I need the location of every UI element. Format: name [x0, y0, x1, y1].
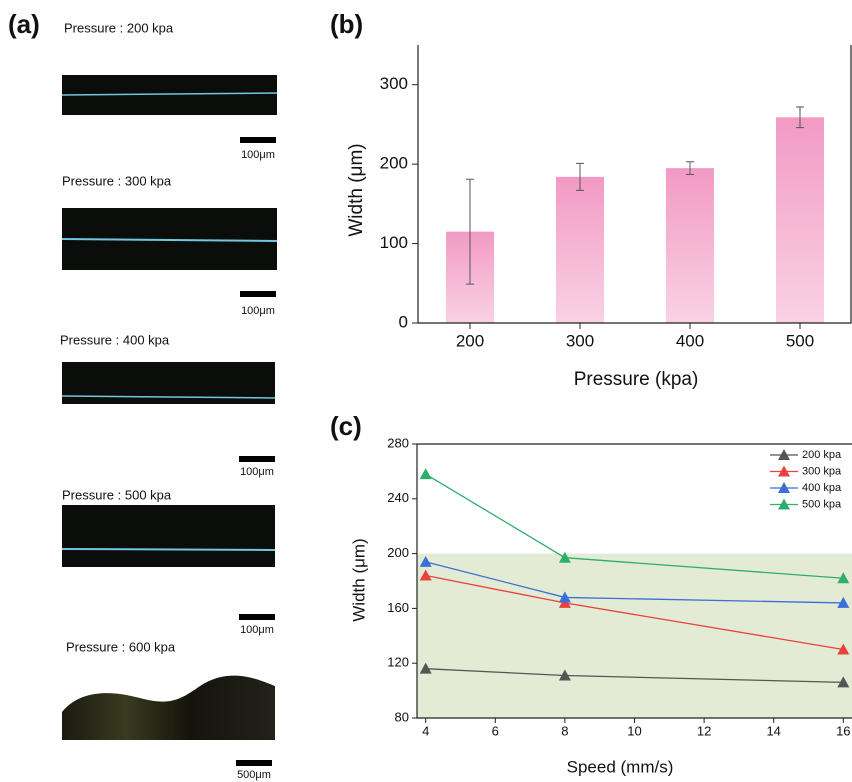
caption: Pressure : 600 kpa — [66, 639, 176, 654]
micrograph: Pressure : 500 kpa 100μm — [61, 487, 276, 636]
y-axis-label: Width (μm) — [349, 538, 368, 621]
micrograph: Pressure : 400 kpa 100μm — [60, 332, 276, 478]
y-tick-label: 200 — [387, 545, 409, 560]
x-tick-label: 10 — [627, 723, 641, 738]
micrograph: Pressure : 600 kpa 500μm — [62, 639, 275, 781]
legend-label: 400 kpa — [802, 482, 842, 494]
x-axis-label: Pressure (kpa) — [574, 369, 699, 390]
marker — [419, 468, 432, 480]
legend-marker — [778, 498, 790, 510]
scale-label: 100μm — [240, 466, 274, 478]
bar — [776, 117, 824, 323]
marker — [419, 555, 432, 567]
y-tick-label: 300 — [380, 74, 408, 93]
scale-label: 100μm — [241, 305, 275, 317]
highlight-band — [417, 553, 852, 718]
legend-marker — [778, 465, 790, 477]
x-tick-label: 500 — [786, 331, 814, 350]
y-axis-label: Width (μm) — [346, 143, 367, 236]
x-tick-label: 6 — [492, 723, 499, 738]
scale-label: 500μm — [237, 769, 271, 781]
x-tick-label: 400 — [676, 331, 704, 350]
bar — [556, 176, 604, 323]
marker — [419, 662, 432, 674]
x-tick-label: 14 — [766, 723, 780, 738]
micrograph: Pressure : 300 kpa 100μm — [61, 173, 278, 317]
marker — [419, 569, 432, 581]
legend-label: 300 kpa — [802, 465, 842, 477]
legend-label: 200 kpa — [802, 449, 842, 461]
marker — [558, 551, 571, 563]
y-tick-label: 120 — [387, 655, 409, 670]
axis-frame — [417, 45, 852, 324]
x-tick-label: 4 — [422, 723, 429, 738]
x-tick-label: 300 — [566, 331, 594, 350]
y-tick-label: 80 — [395, 709, 409, 724]
marker — [558, 591, 571, 603]
x-tick-label: 8 — [561, 723, 568, 738]
panel-label: (c) — [330, 411, 362, 441]
legend-marker — [778, 482, 790, 493]
caption: Pressure : 200 kpa — [64, 20, 174, 35]
scale-label: 100μm — [241, 149, 275, 161]
y-tick-label: 280 — [387, 435, 409, 450]
micrograph: Pressure : 200 kpa 100μm — [61, 20, 278, 161]
legend-marker — [778, 449, 790, 460]
y-tick-label: 240 — [387, 490, 409, 505]
caption: Pressure : 400 kpa — [60, 332, 170, 347]
x-tick-label: 16 — [836, 723, 850, 738]
x-tick-label: 200 — [456, 331, 484, 350]
panel-label: (a) — [8, 9, 40, 39]
marker — [837, 572, 850, 584]
scale-label: 100μm — [240, 624, 274, 636]
y-tick-label: 0 — [399, 312, 408, 331]
marker — [837, 596, 850, 608]
caption: Pressure : 500 kpa — [62, 487, 172, 502]
marker — [837, 676, 850, 688]
marker — [558, 669, 571, 681]
y-tick-label: 160 — [387, 600, 409, 615]
y-tick-label: 100 — [380, 233, 408, 252]
marker — [837, 643, 850, 655]
panel-label: (b) — [330, 9, 363, 39]
caption: Pressure : 300 kpa — [62, 173, 172, 188]
y-tick-label: 200 — [380, 154, 408, 173]
legend-label: 500 kpa — [802, 498, 842, 510]
bar — [666, 168, 714, 323]
x-tick-label: 12 — [697, 723, 711, 738]
x-axis-label: Speed (mm/s) — [567, 757, 674, 776]
axis-frame — [416, 444, 852, 719]
